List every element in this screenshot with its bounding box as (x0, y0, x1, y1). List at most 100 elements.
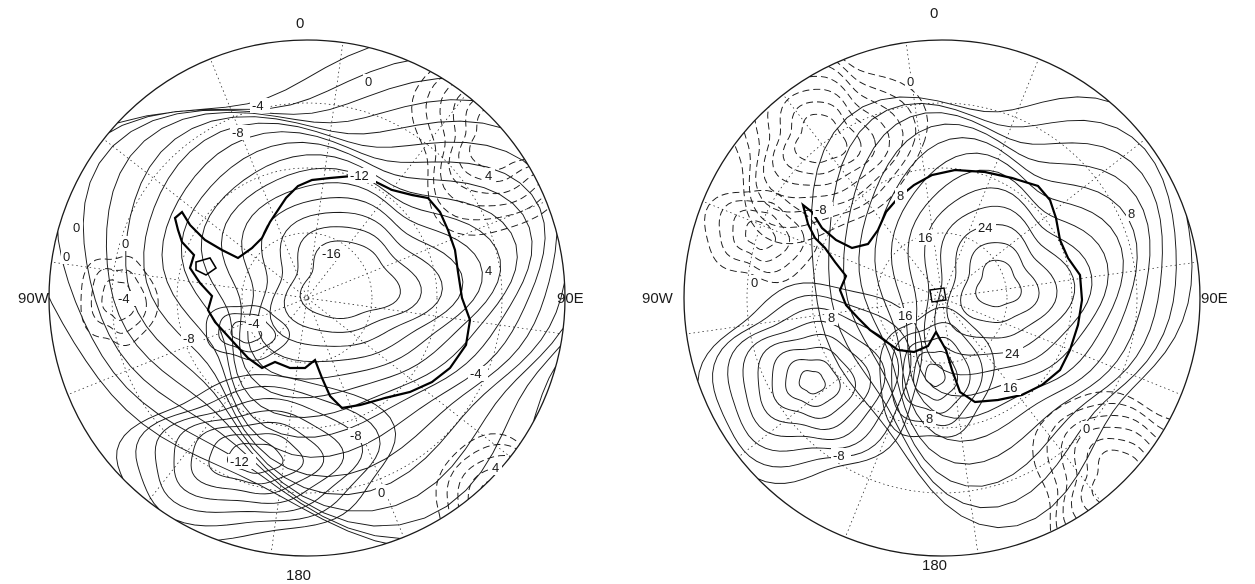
contour-label-background (749, 275, 761, 290)
contour-line (975, 259, 1022, 308)
latitude-circle (746, 102, 1138, 494)
contour-value-label: 16 (1003, 380, 1017, 395)
right-contour-labels: 0 -8 8 16 24 8 0 8 16 24 16 8 -8 0 (749, 74, 1138, 463)
contour-line (226, 443, 284, 474)
contour-label-background (896, 308, 916, 323)
contour-value-label: 4 (485, 168, 492, 183)
contour-line (125, 116, 565, 496)
contour-line (810, 96, 1193, 529)
contour-value-label: 0 (63, 249, 70, 264)
contour-value-label: 16 (898, 308, 912, 323)
contour-line (771, 346, 856, 419)
contour-line (858, 123, 1151, 465)
meridian-line (781, 92, 1103, 504)
latitude-circle (811, 167, 1073, 429)
contour-value-label: 0 (907, 74, 914, 89)
contour-value-label: 0 (378, 485, 385, 500)
left-lon-label-right: 90E (557, 290, 584, 307)
contour-label-background (348, 168, 376, 183)
contour-line (116, 374, 397, 541)
meridian-line (736, 137, 1148, 459)
contour-line (946, 224, 1058, 339)
meridian-line (49, 261, 565, 335)
contour-label-background (228, 454, 256, 469)
contour-label-background (116, 291, 136, 306)
contour-line (173, 410, 344, 504)
contour-value-label: -4 (118, 291, 130, 306)
contour-label-background (181, 331, 201, 346)
contour-label-background (1081, 421, 1093, 436)
contour-line (763, 75, 890, 199)
contour-line (1091, 449, 1153, 509)
contour-label-background (483, 263, 495, 278)
left-lon-label-bottom: 180 (286, 567, 311, 584)
left-map-boundary (48, 39, 566, 557)
contour-line (902, 336, 971, 414)
contour-label-background (250, 98, 270, 113)
right-contours (697, 40, 1200, 556)
contour-value-label: 4 (485, 263, 492, 278)
contour-line (704, 189, 819, 284)
contour-line (742, 320, 886, 440)
latitude-circle (241, 232, 373, 364)
contour-value-label: 24 (1005, 346, 1019, 361)
latitude-circle (876, 232, 1008, 364)
contour-value-label: 4 (492, 460, 499, 475)
contour-line (257, 197, 464, 363)
contour-line (299, 240, 401, 319)
contour-line (754, 62, 904, 213)
contour-line (458, 95, 549, 183)
meridian-line (905, 40, 979, 556)
contour-line (448, 84, 564, 195)
contour-line (218, 313, 276, 353)
contour-line (843, 112, 1163, 487)
contour-value-label: 8 (1128, 206, 1135, 221)
contour-line (161, 131, 546, 458)
contour-value-label: -8 (350, 428, 362, 443)
meridian-line (684, 261, 1200, 335)
left-lon-label-left: 90W (18, 290, 50, 307)
contour-label-background (1003, 346, 1023, 361)
contour-label-background (831, 448, 851, 463)
contour-label-background (895, 188, 907, 203)
right-lon-label-top: 0 (930, 5, 938, 22)
contour-value-label: -8 (183, 331, 195, 346)
contour-label-background (905, 74, 917, 89)
contour-label-background (363, 74, 375, 89)
contour-value-label: -12 (230, 454, 249, 469)
contour-label-background (320, 246, 348, 261)
contour-line (190, 421, 325, 495)
left-polar-map: 0 90E 180 90W 0-4-8-1204400-16-4-4-4-8-8… (18, 15, 584, 584)
meridian-line (65, 200, 549, 396)
contour-line (772, 88, 876, 186)
contour-line (874, 137, 1138, 442)
contour-value-label: 0 (122, 236, 129, 251)
contour-line (143, 122, 558, 478)
right-lon-label-left: 90W (642, 290, 674, 307)
contour-label-background (376, 485, 388, 500)
contour-line (924, 363, 946, 387)
contour-line (56, 56, 565, 540)
contour-label-background (483, 168, 495, 183)
contour-line (890, 152, 1124, 419)
contour-line (469, 107, 535, 171)
contour-line (180, 141, 533, 438)
contour-line (785, 359, 841, 407)
contour-line (1046, 403, 1200, 556)
contour-line (208, 433, 304, 485)
contour-value-label: -4 (252, 98, 264, 113)
contour-line (283, 226, 422, 333)
contour-line (269, 211, 443, 347)
contour-value-label: -4 (248, 316, 260, 331)
contour-label-background (468, 366, 488, 381)
contour-value-label: -12 (350, 168, 369, 183)
contour-line (451, 455, 565, 556)
contour-line (154, 398, 363, 513)
left-contours (49, 40, 565, 556)
left-peninsula-island (195, 257, 218, 276)
contour-value-label: -16 (322, 246, 341, 261)
contour-line (135, 385, 381, 527)
meridian-line (101, 137, 513, 459)
contour-line (828, 102, 1177, 509)
meridian-line (270, 40, 344, 556)
